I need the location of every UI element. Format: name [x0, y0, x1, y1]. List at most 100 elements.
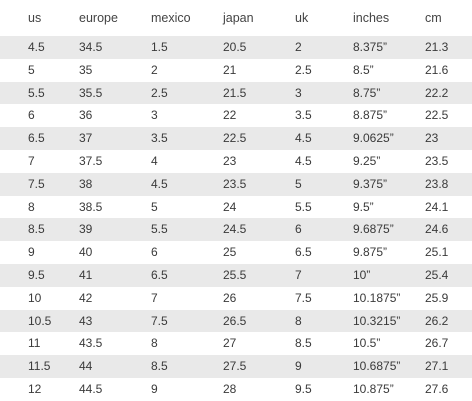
- cell-cm: 25.9: [425, 290, 449, 305]
- table-row: 4.5 34.5 1.5 20.5 2 8.375” 21.3: [0, 36, 472, 59]
- cell-us: 9.5: [28, 267, 45, 282]
- cell-japan: 24.5: [223, 222, 247, 237]
- cell-mexico: 2: [151, 62, 158, 77]
- cell-inches: 10.875”: [353, 381, 394, 396]
- cell-us: 11: [28, 336, 41, 351]
- cell-inches: 10.6875”: [353, 359, 401, 374]
- cell-mexico: 5: [151, 199, 158, 214]
- cell-cm: 26.7: [425, 336, 449, 351]
- table-row: 8.5 39 5.5 24.5 6 9.6875” 24.6: [0, 218, 472, 242]
- cell-japan: 21: [223, 62, 237, 77]
- cell-inches: 9.875”: [353, 245, 388, 260]
- cell-mexico: 8.5: [151, 359, 168, 374]
- cell-uk: 7.5: [295, 290, 312, 305]
- cell-europe: 35.5: [79, 85, 103, 100]
- cell-europe: 43.5: [79, 336, 103, 351]
- cell-cm: 27.1: [425, 359, 449, 374]
- cell-mexico: 8: [151, 336, 158, 351]
- table-row: 10.5 43 7.5 26.5 8 10.3215” 26.2: [0, 309, 472, 333]
- cell-inches: 10.3215”: [353, 313, 401, 328]
- cell-mexico: 3: [151, 108, 158, 123]
- table-row: 12 44.5 9 28 9.5 10.875” 27.6: [0, 378, 472, 401]
- cell-cm: 21.6: [425, 62, 449, 77]
- cell-inches: 10.5”: [353, 336, 381, 351]
- cell-cm: 25.1: [425, 245, 449, 260]
- cell-europe: 44: [79, 359, 93, 374]
- cell-japan: 28: [223, 381, 237, 396]
- cell-us: 11.5: [28, 359, 51, 374]
- cell-uk: 9.5: [295, 381, 312, 396]
- header-cm: cm: [425, 11, 442, 25]
- cell-europe: 41: [79, 267, 93, 282]
- table-row: 6 36 3 22 3.5 8.875” 22.5: [0, 104, 472, 127]
- cell-inches: 8.75”: [353, 85, 381, 100]
- cell-us: 10.5: [28, 313, 52, 328]
- cell-cm: 22.5: [425, 108, 449, 123]
- cell-cm: 25.4: [425, 267, 449, 282]
- cell-cm: 23.5: [425, 153, 449, 168]
- cell-japan: 22.5: [223, 131, 247, 146]
- table-row: 9 40 6 25 6.5 9.875” 25.1: [0, 241, 472, 264]
- cell-japan: 22: [223, 108, 237, 123]
- cell-uk: 5: [295, 176, 302, 191]
- cell-uk: 8: [295, 313, 302, 328]
- cell-us: 6: [28, 108, 35, 123]
- cell-us: 5.5: [28, 85, 45, 100]
- cell-uk: 6: [295, 222, 302, 237]
- cell-japan: 23.5: [223, 176, 247, 191]
- header-uk: uk: [295, 11, 309, 25]
- cell-japan: 24: [223, 199, 237, 214]
- table-row: 11.5 44 8.5 27.5 9 10.6875” 27.1: [0, 355, 472, 378]
- cell-europe: 43: [79, 313, 93, 328]
- cell-mexico: 5.5: [151, 222, 168, 237]
- cell-japan: 26: [223, 290, 237, 305]
- table-row: 5 35 2 21 2.5 8.5” 21.6: [0, 59, 472, 82]
- cell-uk: 2.5: [295, 62, 312, 77]
- cell-uk: 3: [295, 85, 302, 100]
- table-row: 10 42 7 26 7.5 10.1875” 25.9: [0, 287, 472, 310]
- cell-us: 5: [28, 62, 35, 77]
- cell-uk: 4.5: [295, 153, 312, 168]
- cell-mexico: 2.5: [151, 85, 168, 100]
- cell-japan: 25: [223, 245, 237, 260]
- table-row: 6.5 37 3.5 22.5 4.5 9.0625” 23: [0, 127, 472, 150]
- cell-uk: 2: [295, 40, 302, 54]
- cell-uk: 4.5: [295, 131, 312, 146]
- cell-inches: 9.375”: [353, 176, 388, 191]
- cell-europe: 34.5: [79, 40, 103, 54]
- cell-inches: 9.25”: [353, 153, 381, 168]
- cell-uk: 9: [295, 359, 302, 374]
- cell-us: 6.5: [28, 131, 45, 146]
- cell-us: 8.5: [28, 222, 45, 237]
- header-mexico: mexico: [151, 11, 191, 25]
- cell-europe: 38.5: [79, 199, 103, 214]
- cell-europe: 37: [79, 131, 93, 146]
- cell-us: 9: [28, 245, 35, 260]
- cell-uk: 6.5: [295, 245, 312, 260]
- cell-mexico: 4.5: [151, 176, 168, 191]
- table-row: 9.5 41 6.5 25.5 7 10” 25.4: [0, 263, 472, 287]
- table-header-row: us europe mexico japan uk inches cm: [0, 0, 472, 36]
- cell-inches: 8.5”: [353, 62, 374, 77]
- cell-cm: 27.6: [425, 381, 449, 396]
- cell-europe: 35: [79, 62, 93, 77]
- header-us: us: [28, 11, 42, 25]
- cell-mexico: 6.5: [151, 267, 168, 282]
- table-row: 5.5 35.5 2.5 21.5 3 8.75” 22.2: [0, 81, 472, 105]
- cell-europe: 38: [79, 176, 93, 191]
- cell-japan: 21.5: [223, 85, 247, 100]
- header-inches: inches: [353, 11, 390, 25]
- cell-us: 12: [28, 381, 42, 396]
- table-row: 7 37.5 4 23 4.5 9.25” 23.5: [0, 150, 472, 173]
- cell-cm: 22.2: [425, 85, 449, 100]
- cell-uk: 8.5: [295, 336, 312, 351]
- cell-inches: 9.0625”: [353, 131, 394, 146]
- cell-inches: 8.375”: [353, 40, 388, 54]
- cell-us: 4.5: [28, 40, 45, 54]
- cell-cm: 23: [425, 131, 439, 146]
- cell-uk: 5.5: [295, 199, 312, 214]
- cell-mexico: 1.5: [151, 40, 168, 54]
- cell-mexico: 7: [151, 290, 158, 305]
- cell-cm: 24.6: [425, 222, 449, 237]
